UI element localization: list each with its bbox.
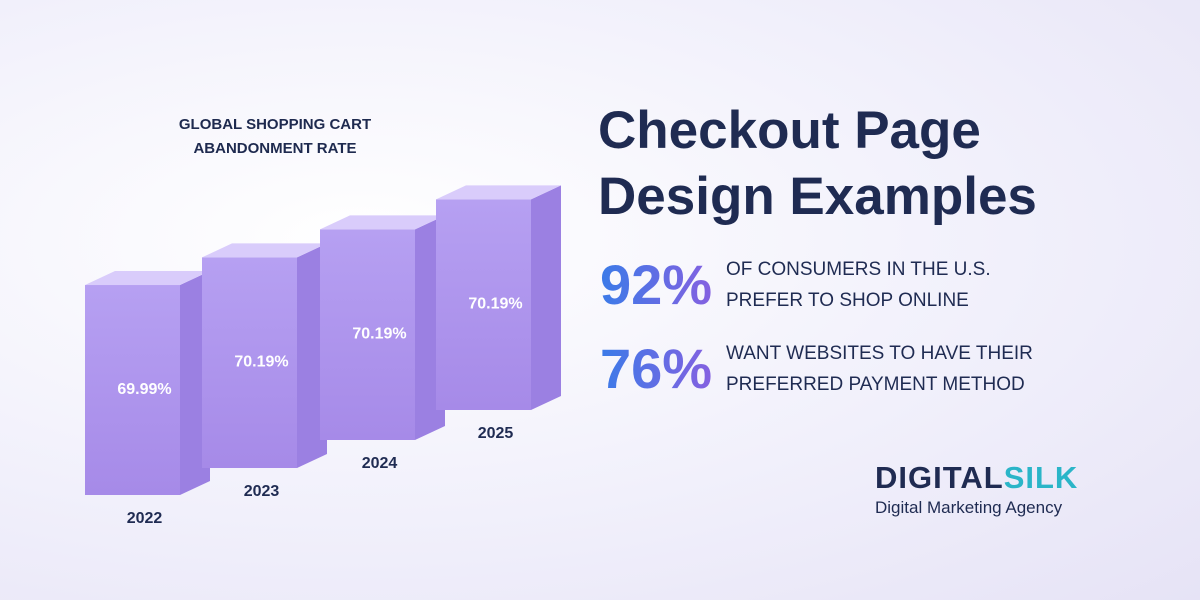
stat-value: 92% <box>600 252 720 317</box>
bar <box>436 199 531 410</box>
brand-tagline: Digital Marketing Agency <box>875 498 1063 517</box>
bar-top <box>202 243 327 258</box>
bar-top <box>436 185 561 200</box>
chart-title: GLOBAL SHOPPING CART ABANDONMENT RATE <box>178 116 372 157</box>
stat: 76% WANT WEBSITES TO HAVE THEIR PREFERRE… <box>600 336 1071 401</box>
value-label: 69.99% <box>117 381 171 398</box>
x-tick-label: 2024 <box>362 455 398 472</box>
bar-top <box>85 271 210 286</box>
stat: 92% OF CONSUMERS IN THE U.S. PREFER TO S… <box>600 252 1071 317</box>
value-label: 70.19% <box>352 326 406 343</box>
bar-top <box>320 215 445 230</box>
headline: Checkout Page Design Examples <box>598 101 1037 226</box>
stat-text: WANT WEBSITES TO HAVE THEIR PREFERRED PA… <box>726 342 1033 395</box>
bar-side <box>297 243 327 468</box>
brand-name-part: SILK <box>1003 460 1079 495</box>
stat-text: OF CONSUMERS IN THE U.S. PREFER TO SHOP … <box>726 258 991 311</box>
bar-side <box>531 185 561 410</box>
brand-name: DIGITALSILK <box>875 460 1078 496</box>
bar <box>202 257 297 468</box>
x-tick-label: 2025 <box>478 425 514 442</box>
x-tick-label: 2023 <box>244 483 280 500</box>
bar <box>85 285 180 495</box>
brand-name-part: DIGITAL <box>875 460 1004 495</box>
value-label: 70.19% <box>468 296 522 313</box>
stat-value: 76% <box>600 336 720 401</box>
brand: DIGITALSILK Digital Marketing Agency <box>875 460 1078 518</box>
x-tick-label: 2022 <box>127 510 163 527</box>
bar <box>320 229 415 440</box>
value-label: 70.19% <box>234 354 288 371</box>
